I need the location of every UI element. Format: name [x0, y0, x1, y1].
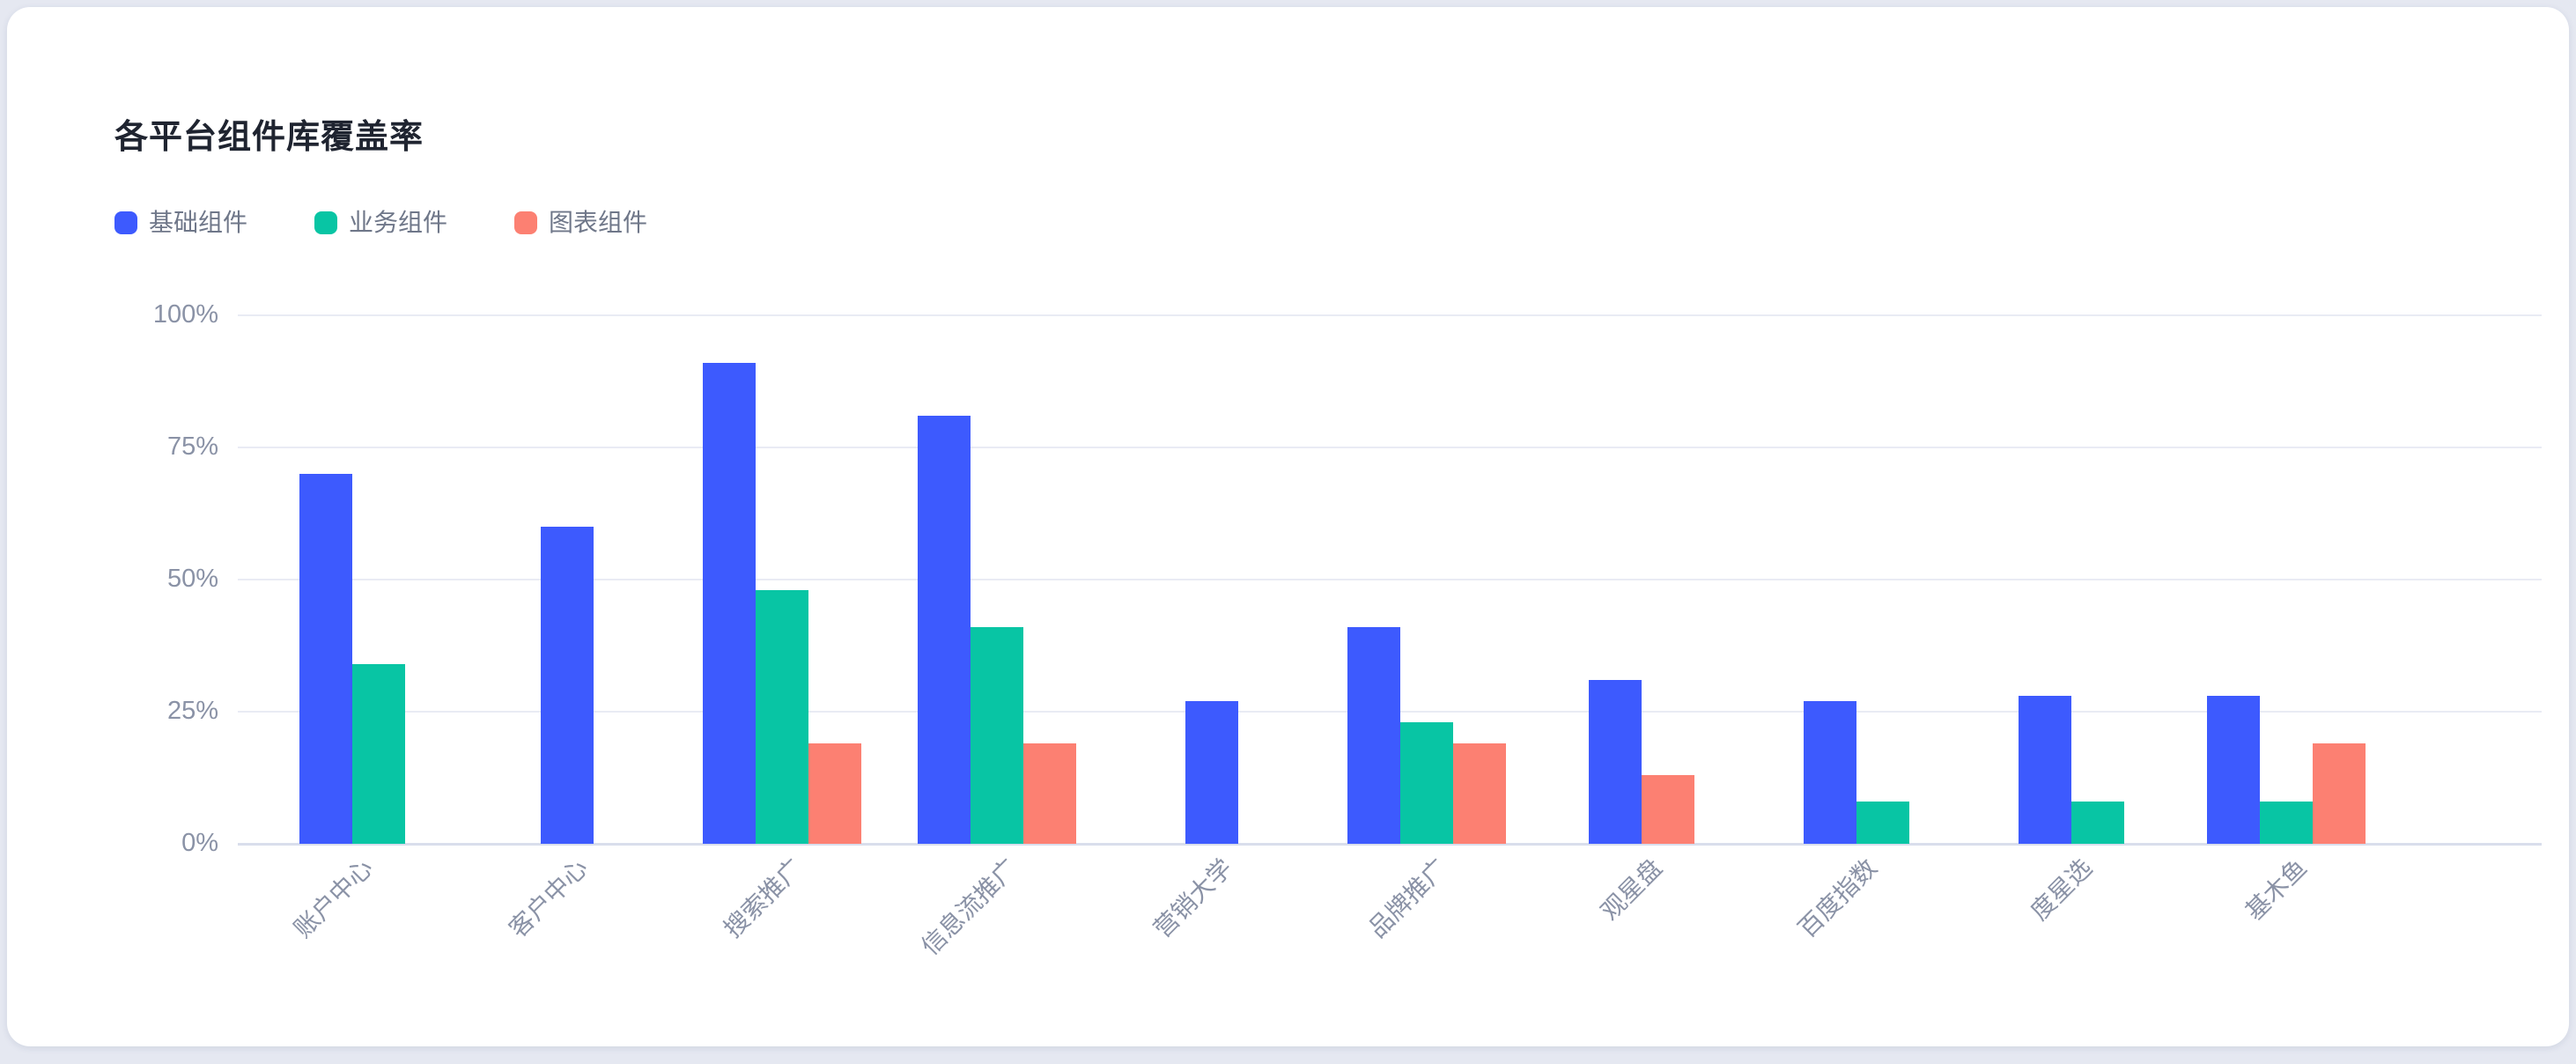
bar-基础组件-搜索推广 [703, 363, 756, 844]
x-axis-label: 品牌推广 [1363, 853, 1453, 943]
legend-swatch-icon [514, 211, 538, 234]
chart-title: 各平台组件库覆盖率 [114, 119, 424, 156]
bar-基础组件-基木鱼 [2207, 696, 2260, 844]
bar-基础组件-观星盘 [1589, 680, 1642, 844]
bar-chart-plot-area: 100% 75% 50% 25% 0% 账户中心 客户中心 搜索推广 信息流推广 营销大学 品牌推广… [7, 7, 2576, 1064]
bar-基础组件-度星选 [2019, 696, 2071, 844]
legend-item-basic[interactable]: 基础组件 [114, 211, 247, 235]
x-axis-label: 信息流推广 [916, 853, 1023, 961]
legend-label: 图表组件 [549, 209, 648, 236]
legend-item-chart[interactable]: 图表组件 [514, 211, 647, 235]
bar-图表组件-基木鱼 [2313, 743, 2366, 844]
bar-图表组件-观星盘 [1642, 775, 1694, 844]
gridline [238, 447, 2542, 448]
bar-业务组件-品牌推广 [1400, 722, 1453, 844]
bar-业务组件-百度指数 [1856, 802, 1909, 844]
gridline [238, 314, 2542, 316]
y-axis-tick-label: 75% [166, 432, 218, 461]
bar-业务组件-信息流推广 [971, 627, 1023, 844]
bar-基础组件-营销大学 [1185, 701, 1238, 844]
y-axis-tick-label: 0% [181, 829, 218, 857]
bar-基础组件-客户中心 [541, 527, 594, 844]
y-axis-tick-label: 50% [166, 565, 218, 593]
bar-业务组件-账户中心 [352, 664, 405, 844]
bar-基础组件-品牌推广 [1347, 627, 1400, 844]
bar-基础组件-信息流推广 [918, 416, 971, 844]
x-axis-label: 搜索推广 [719, 853, 808, 943]
bar-基础组件-账户中心 [299, 474, 352, 844]
bar-基础组件-百度指数 [1804, 701, 1856, 844]
y-axis-tick-label: 100% [152, 300, 218, 329]
bar-图表组件-搜索推广 [808, 743, 861, 844]
bar-图表组件-品牌推广 [1453, 743, 1506, 844]
legend-label: 业务组件 [349, 209, 448, 236]
y-axis-tick-label: 25% [166, 697, 218, 725]
x-axis-label: 基木鱼 [2240, 853, 2313, 926]
chart-card: 各平台组件库覆盖率 基础组件 业务组件 图表组件 100% 75% 50% 25% 0%… [7, 7, 2569, 1046]
gridline [238, 579, 2542, 580]
legend-swatch-icon [314, 211, 338, 234]
bar-业务组件-搜索推广 [756, 590, 808, 844]
legend-label: 基础组件 [149, 209, 248, 236]
x-axis-label: 度星选 [2025, 853, 2098, 926]
legend: 基础组件 业务组件 图表组件 [114, 211, 714, 235]
x-axis-label: 百度指数 [1793, 853, 1883, 943]
x-axis-line [238, 843, 2542, 846]
bar-业务组件-度星选 [2071, 802, 2124, 844]
legend-swatch-icon [114, 211, 137, 234]
x-axis-label: 账户中心 [289, 853, 379, 943]
x-axis-label: 营销大学 [1148, 853, 1238, 943]
bar-业务组件-基木鱼 [2260, 802, 2313, 844]
bar-图表组件-信息流推广 [1023, 743, 1076, 844]
legend-item-business[interactable]: 业务组件 [314, 211, 447, 235]
x-axis-label: 观星盘 [1595, 853, 1668, 926]
x-axis-label: 客户中心 [504, 853, 594, 943]
